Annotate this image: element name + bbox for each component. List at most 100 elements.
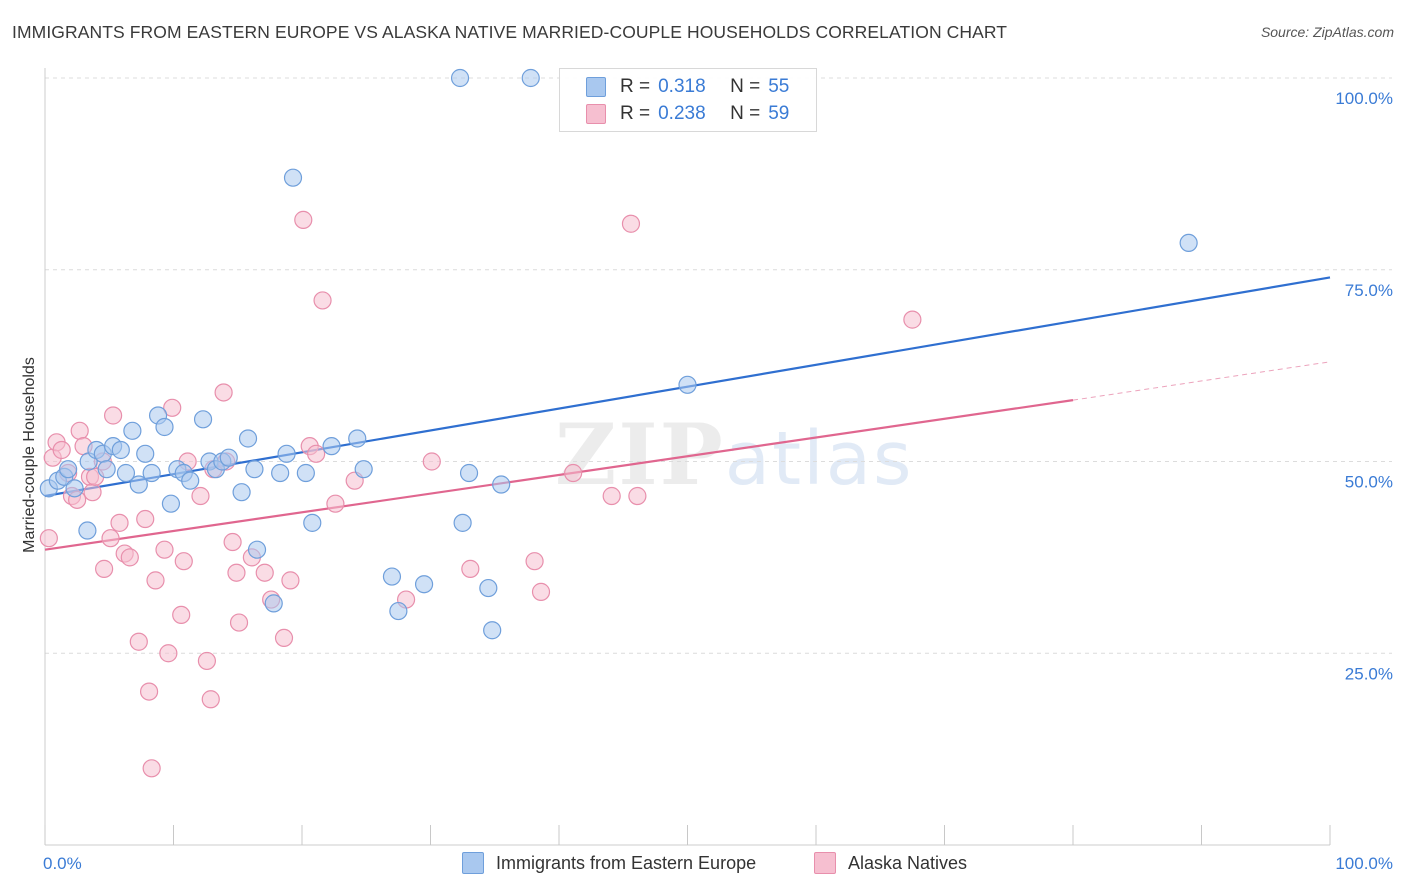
y-tick-label: 100.0% (1335, 89, 1393, 108)
blue-point (116, 463, 136, 483)
blue-point (78, 521, 97, 540)
pink-trend-line (44, 399, 1074, 551)
pink-point (227, 563, 246, 582)
pink-point (313, 291, 332, 310)
blue-point (1179, 233, 1198, 253)
pink-point (159, 644, 178, 663)
watermark-atlas: atlas (724, 416, 914, 502)
blue-point (97, 460, 116, 479)
legend-item-eastern-europe[interactable]: Immigrants from Eastern Europe (462, 852, 756, 874)
pink-trend-extension (1072, 361, 1331, 401)
y-tick-label: 50.0% (1345, 473, 1393, 492)
pink-point (903, 310, 922, 329)
pink-point (422, 452, 441, 471)
pink-point (83, 483, 102, 502)
blue-point (142, 463, 161, 483)
blue-point (453, 513, 472, 532)
correlation-legend: R = 0.318 N = 55 R = 0.238 N = 59 (559, 68, 817, 132)
legend-r-value: 0.318 (658, 76, 706, 97)
legend-n-value: 59 (768, 103, 790, 124)
pink-point (52, 440, 71, 460)
legend-item-alaska-natives[interactable]: Alaska Natives (814, 852, 967, 874)
blue-point (136, 444, 155, 463)
chart-title: IMMIGRANTS FROM EASTERN EUROPE VS ALASKA… (12, 22, 1008, 42)
data-points (39, 68, 1198, 778)
series-legend: Immigrants from Eastern Europe Alaska Na… (0, 852, 1406, 878)
pink-point (172, 605, 191, 625)
pink-point (602, 486, 621, 506)
legend-r-value: 0.238 (658, 103, 706, 124)
legend-swatch-blue (586, 77, 606, 97)
blue-point (296, 463, 315, 483)
pink-point (294, 210, 313, 229)
blue-point (459, 463, 479, 483)
blue-point (238, 429, 258, 448)
pink-point (223, 532, 242, 552)
pink-point (307, 444, 326, 463)
blue-point (414, 575, 434, 594)
blue-point (271, 463, 290, 483)
blue-point (155, 417, 174, 437)
blue-point (479, 578, 498, 598)
legend-n-label: N = (730, 76, 761, 97)
blue-point (521, 68, 540, 88)
legend-label: Immigrants from Eastern Europe (496, 852, 757, 873)
pink-point (201, 690, 220, 709)
pink-point (70, 421, 89, 440)
blue-point (219, 448, 238, 467)
blue-point (492, 475, 511, 494)
blue-point (678, 375, 697, 394)
pink-point (39, 529, 58, 548)
pink-point (274, 628, 294, 648)
legend-n-label: N = (730, 103, 761, 124)
pink-point (564, 463, 583, 483)
trend-lines (44, 276, 1331, 551)
blue-point (111, 440, 130, 460)
pink-point (136, 509, 155, 529)
pink-point (281, 571, 300, 590)
pink-point (110, 513, 129, 532)
blue-point (65, 479, 84, 498)
x-tick-label-max: 100.0% (1335, 854, 1393, 873)
blue-point (181, 471, 200, 490)
pink-point (326, 494, 345, 513)
blue-point (483, 621, 502, 640)
blue-point (382, 567, 402, 586)
blue-point (322, 437, 341, 456)
tick-labels: 25.0% 50.0% 75.0% 100.0% 0.0% 100.0% (43, 89, 1393, 873)
x-tick-label-min: 0.0% (43, 854, 82, 873)
pink-point (214, 383, 233, 402)
pink-point (531, 582, 551, 601)
pink-point (155, 540, 174, 559)
pink-point (163, 398, 182, 417)
pink-point (142, 759, 161, 778)
blue-point (59, 460, 78, 479)
legend-label: Alaska Natives (848, 852, 968, 873)
blue-point (354, 460, 373, 479)
pink-point (129, 632, 148, 651)
legend-r-label: R = (620, 103, 651, 124)
y-axis-title: Married-couple Households (21, 357, 38, 553)
legend-r-label: R = (620, 76, 651, 97)
pink-point (255, 563, 274, 582)
legend-swatch-blue (462, 852, 484, 874)
pink-point (621, 214, 641, 233)
blue-point (232, 483, 251, 502)
pink-point (120, 548, 139, 567)
legend-n-value: 55 (768, 76, 790, 97)
blue-point (450, 68, 470, 88)
blue-point (303, 513, 322, 532)
pink-point (197, 651, 217, 671)
pink-point (191, 486, 210, 506)
blue-point (348, 429, 367, 448)
legend-swatch-pink (814, 852, 836, 874)
pink-point (461, 559, 480, 578)
blue-point (161, 494, 181, 513)
legend-row-blue: R = 0.318 N = 55 (586, 75, 790, 99)
pink-point (229, 613, 249, 632)
pink-point (146, 571, 165, 590)
pink-point (104, 406, 123, 425)
y-tick-label: 25.0% (1345, 664, 1393, 683)
y-tick-label: 75.0% (1345, 281, 1393, 300)
